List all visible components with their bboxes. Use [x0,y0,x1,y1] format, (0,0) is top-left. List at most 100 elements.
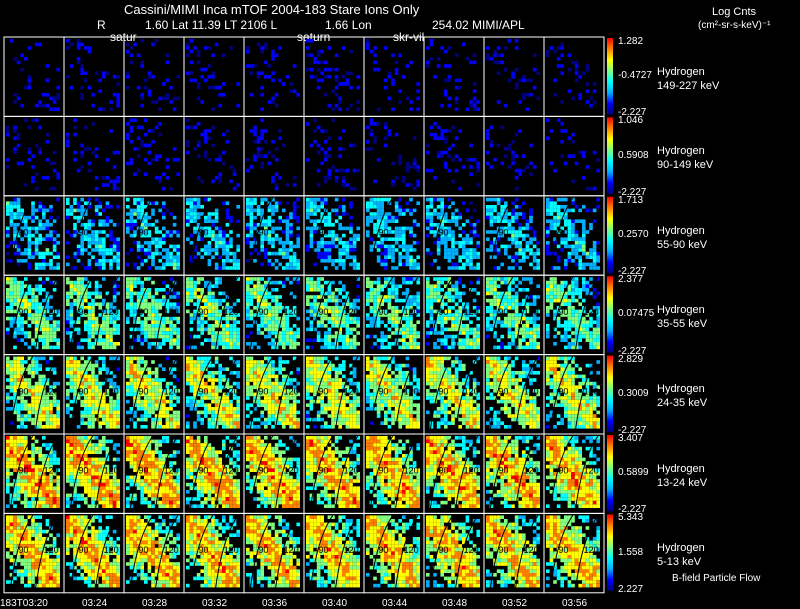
heatmap-cell [196,176,201,180]
contour-label: 120 [404,307,419,317]
heatmap-cell [571,309,575,314]
heatmap-cell [31,226,35,231]
heatmap-cell [380,244,384,249]
heatmap-cell [91,237,95,241]
heatmap-cell [267,316,272,321]
heatmap-cell [380,284,384,288]
heatmap-cell [162,172,166,176]
heatmap-cell [249,129,254,133]
contour-label: 90 [498,307,508,317]
heatmap-cell [429,215,434,220]
heatmap-cell [207,331,212,335]
heatmap-cell [525,233,530,238]
heatmap-cell [147,230,152,234]
heatmap-cell [465,309,470,314]
heatmap-cell [525,248,530,252]
pitch-angle-contour [9,356,34,433]
heatmap-cell [462,165,466,169]
heatmap-cell [225,223,230,227]
heatmap-cell [518,241,522,245]
heatmap-cell [249,277,254,281]
heatmap-cell [564,262,568,267]
heatmap-cell [249,226,254,231]
heatmap-cell [144,309,148,314]
heatmap-cell [42,342,46,346]
heatmap-cell [571,298,575,303]
heatmap-cell [98,262,102,267]
heatmap-cell [260,129,264,133]
heatmap-cell [16,410,21,415]
heatmap-cell [204,154,208,158]
heatmap-cell [349,71,353,75]
heatmap-cell [469,320,473,324]
heatmap-cell [84,392,88,397]
heatmap-cell [476,107,480,111]
heatmap-cell [34,331,39,335]
heatmap-cell [331,295,335,299]
heatmap-cell [553,309,557,314]
heatmap-cell [476,100,480,104]
heatmap-cell [469,201,473,205]
heatmap-cell [338,262,342,267]
heatmap-cell [518,226,522,231]
heatmap-cell [246,342,250,346]
heatmap-cell [169,255,173,259]
heatmap-cell [327,298,332,303]
heatmap-cell [511,208,515,213]
heatmap-cell [444,93,448,97]
heatmap-cell [49,96,53,101]
heatmap-cell [440,237,444,241]
heatmap-cell [42,223,46,227]
heatmap-cell [511,334,515,339]
heatmap-cell [338,205,342,209]
heatmap-cell [264,129,268,133]
heatmap-cell [402,313,406,317]
heatmap-cell [69,320,74,324]
heatmap-cell [253,140,257,144]
heatmap-cell [496,212,501,216]
heatmap-cell [45,277,50,281]
heatmap-cell [429,125,434,130]
heatmap-cell [52,371,57,375]
heatmap-cell [444,342,448,346]
heatmap-cell [116,82,120,86]
heatmap-cell [493,309,497,314]
heatmap-cell [546,251,550,256]
heatmap-cell [529,277,533,281]
heatmap-cell [402,212,406,216]
heatmap-cell [56,176,60,180]
pitch-angle-contour [429,197,454,274]
heatmap-cell [282,208,286,213]
heatmap-cell [582,277,586,281]
heatmap-cell [45,251,50,256]
heatmap-cell [274,309,279,314]
heatmap-cell [246,291,250,296]
heatmap-cell [331,67,335,72]
heatmap-cell [246,302,250,306]
heatmap-cell [342,244,346,249]
heatmap-cell [416,82,420,86]
heatmap-cell [13,197,17,202]
heatmap-cell [289,331,293,335]
heatmap-cell [514,302,519,306]
heatmap-cell [426,288,430,292]
heatmap-cell [394,331,399,335]
pitch-angle-contour [214,276,239,353]
heatmap-cell [546,219,550,223]
heatmap-cell [80,277,84,281]
heatmap-cell [316,85,321,90]
heatmap-cell [80,284,84,288]
heatmap-cell [489,309,494,314]
heatmap-cell [73,255,77,259]
heatmap-cell [165,338,170,342]
heatmap-cell [13,316,17,321]
heatmap-cell [158,327,162,332]
heatmap-cell [249,251,254,256]
heatmap-cell [589,223,593,227]
contour-label: 90 [18,228,28,238]
heatmap-cell [472,208,477,213]
pitch-angle-contour [94,276,119,353]
heatmap-cell [136,316,141,321]
heatmap-cell [80,96,84,101]
heatmap-cell [507,331,512,335]
